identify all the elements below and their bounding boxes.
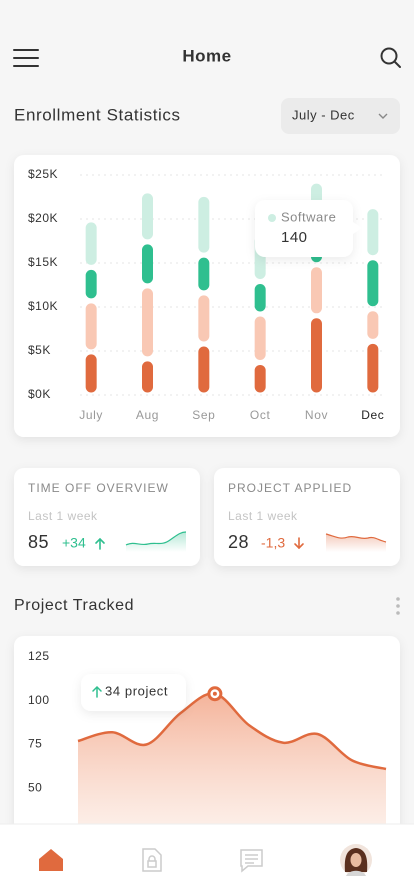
bar-segment [311, 318, 322, 393]
y-tick-label: $5K [28, 343, 51, 357]
y-tick-label: $0K [28, 387, 51, 401]
header-title: Home [182, 46, 231, 65]
card-period: Last 1 week [228, 509, 298, 523]
y-tick-label: 75 [28, 737, 42, 751]
area [78, 693, 386, 832]
y-tick-label: $15K [28, 255, 58, 269]
bar-segment [142, 193, 153, 240]
bar-segment [367, 311, 379, 339]
project-applied-card[interactable]: PROJECT APPLIED Last 1 week 28 -1,3 [214, 468, 400, 566]
bar-segment [254, 316, 266, 360]
card-title: PROJECT APPLIED [228, 481, 352, 495]
card-value: 85 [28, 532, 49, 552]
tooltip-value: 140 [281, 229, 308, 246]
y-tick-label: 50 [28, 780, 42, 794]
tooltip-label: Software [281, 209, 336, 224]
bar-segment [85, 269, 97, 299]
card-change: -1,3 [261, 535, 285, 551]
card-change: +34 [62, 535, 86, 551]
tracked-chart: 50 75 100 125 [28, 649, 387, 832]
bar-segment [198, 295, 210, 342]
bar-segment [254, 364, 266, 393]
bar-segment [142, 288, 153, 357]
bar-segment [85, 222, 97, 265]
line [77, 692, 387, 771]
y-tick-label: $10K [28, 299, 58, 313]
nav-profile-avatar[interactable] [340, 844, 372, 876]
section-title: Project Tracked [14, 597, 134, 614]
x-tick-label: Nov [305, 408, 328, 422]
x-tick-label: Oct [250, 408, 271, 422]
dropdown-label: July - Dec [292, 107, 355, 122]
time-off-card[interactable]: TIME OFF OVERVIEW Last 1 week 85 +34 [14, 468, 200, 566]
menu-button[interactable] [13, 49, 39, 67]
sparkline-area [126, 532, 186, 552]
up-arrow [95, 537, 105, 550]
x-tick-label: Dec [361, 408, 384, 422]
x-tick-label: Aug [136, 408, 159, 422]
y-tick-label: 125 [28, 649, 50, 663]
chart-tooltip: Software 140 [255, 200, 362, 257]
chart-tooltip: 34 project [81, 674, 186, 711]
bar-segment [367, 260, 379, 307]
bar-segment [311, 267, 322, 314]
nav-messages[interactable] [240, 849, 263, 873]
bar-segment [142, 244, 153, 284]
section-title: Enrollment Statistics [14, 105, 181, 124]
more-button[interactable] [396, 597, 400, 615]
card-value: 28 [228, 532, 249, 552]
period-dropdown[interactable]: July - Dec [281, 98, 400, 134]
bar-segment [198, 346, 210, 393]
nav-documents[interactable] [142, 848, 162, 872]
card-title: TIME OFF OVERVIEW [28, 481, 169, 495]
sparkline [125, 531, 187, 546]
y-tick-label: 100 [28, 693, 50, 707]
bar-segment [198, 257, 210, 291]
bar-segment [85, 354, 97, 393]
y-tick-label: $20K [28, 211, 58, 225]
bar-segment [254, 283, 266, 312]
sparkline [325, 533, 387, 543]
bar-segment [367, 209, 379, 256]
card-period: Last 1 week [28, 509, 98, 523]
down-arrow [294, 537, 304, 550]
bar-segment [367, 343, 379, 393]
tooltip-label: 34 project [105, 683, 168, 698]
x-tick-label: July [79, 408, 103, 422]
bar-segment [85, 303, 97, 350]
highlight-dot [212, 691, 217, 696]
x-tick-label: Sep [192, 408, 215, 422]
bar-segment [198, 196, 210, 253]
nav-home[interactable] [39, 849, 63, 871]
search-button[interactable] [380, 47, 401, 68]
y-tick-label: $25K [28, 167, 58, 181]
bar-segment [142, 361, 153, 393]
